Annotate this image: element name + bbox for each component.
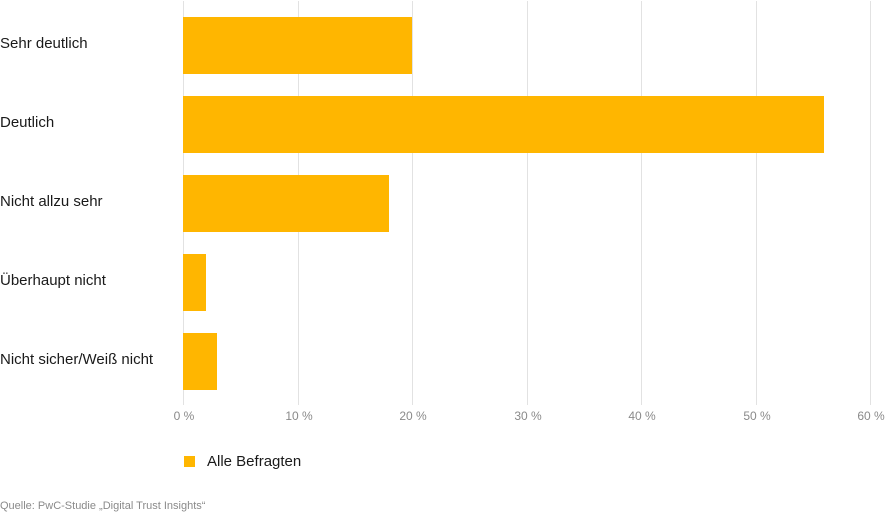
gridline: [412, 1, 413, 405]
category-label: Sehr deutlich: [0, 35, 88, 52]
tick-label: 20 %: [399, 409, 427, 423]
category-label: Nicht sicher/Weiß nicht: [0, 351, 154, 368]
legend-swatch: [184, 456, 195, 467]
tick-label: 30 %: [514, 409, 542, 423]
bar: [183, 96, 824, 153]
category-label: Nicht allzu sehr: [0, 193, 103, 210]
source-note: Quelle: PwC-Studie „Digital Trust Insigh…: [0, 500, 206, 512]
category-label: Überhaupt nicht: [0, 272, 106, 289]
legend-label: Alle Befragten: [207, 453, 302, 470]
gridline: [641, 1, 642, 405]
tick-label: 0 %: [173, 409, 195, 423]
tick-label: 50 %: [743, 409, 771, 423]
bar: [183, 333, 217, 390]
bar: [183, 254, 206, 311]
category-label: Deutlich: [0, 114, 55, 131]
tick-label: 60 %: [857, 409, 885, 423]
legend: Alle Befragten: [184, 453, 301, 470]
bar: [183, 17, 412, 74]
gridline: [756, 1, 757, 405]
tick-label: 10 %: [285, 409, 313, 423]
gridline: [870, 1, 871, 405]
tick-label: 40 %: [628, 409, 656, 423]
bar: [183, 175, 389, 232]
gridline: [527, 1, 528, 405]
